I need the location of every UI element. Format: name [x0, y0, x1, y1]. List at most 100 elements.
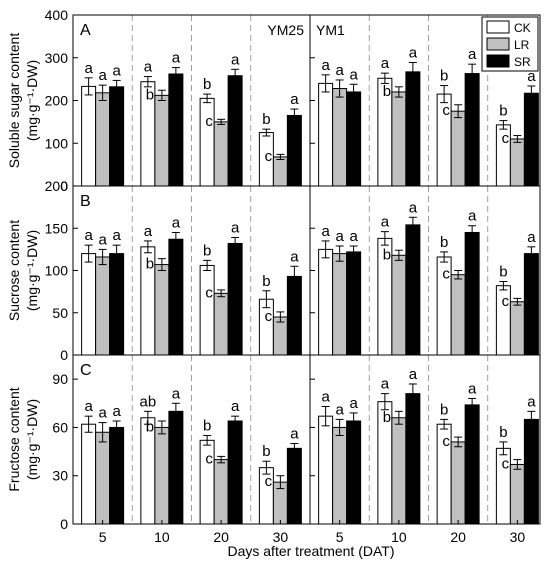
y-tick-label: 150: [45, 220, 69, 236]
bar-ck: [199, 97, 215, 187]
bar-sr: [168, 410, 184, 525]
bar-lr: [95, 431, 111, 525]
panel-frame: [72, 354, 541, 525]
bar-lr: [154, 94, 170, 187]
significance-label: b: [440, 234, 448, 251]
x-tick-label: 5: [99, 529, 107, 545]
bar-sr: [405, 71, 421, 187]
y-tick-label: 0: [60, 347, 68, 363]
significance-label: c: [442, 102, 450, 119]
significance-label: c: [205, 113, 213, 130]
y-tick-label: 0: [60, 516, 68, 532]
significance-label: a: [321, 57, 330, 74]
bar-lr: [332, 88, 348, 187]
y-tick-label: 50: [52, 305, 68, 321]
significance-label: a: [112, 403, 121, 420]
significance-label: a: [381, 214, 390, 231]
bar-sr: [168, 238, 184, 356]
significance-label: a: [144, 59, 153, 76]
variety-label: YM1: [316, 22, 345, 38]
significance-label: a: [84, 398, 93, 415]
y-axis-title: Soluble sugar content: [6, 33, 22, 169]
significance-label: b: [499, 263, 507, 280]
significance-label: a: [231, 398, 240, 415]
panel-letter: A: [80, 22, 91, 39]
bar-sr: [286, 447, 302, 525]
significance-label: b: [383, 409, 391, 426]
y-tick-label: 200: [45, 93, 69, 109]
bar-lr: [272, 316, 288, 356]
bar-lr: [391, 417, 407, 525]
panel-letter: C: [80, 362, 92, 379]
significance-label: a: [98, 405, 107, 422]
significance-label: a: [349, 228, 358, 245]
bar-sr: [109, 253, 125, 356]
x-tick-label: 20: [450, 529, 466, 545]
bar-sr: [346, 420, 362, 525]
significance-label: c: [502, 455, 510, 472]
bar-lr: [332, 253, 348, 356]
significance-label: a: [290, 426, 299, 443]
bar-lr: [154, 264, 170, 356]
significance-label: a: [409, 366, 418, 383]
bar-sr: [523, 418, 539, 525]
significance-label: c: [205, 284, 213, 301]
bar-lr: [213, 459, 229, 525]
legend-label: CK: [514, 21, 531, 35]
significance-label: c: [502, 293, 510, 310]
significance-label: a: [409, 199, 418, 216]
significance-label: b: [146, 86, 154, 103]
bar-sr: [464, 404, 480, 525]
significance-label: c: [442, 433, 450, 450]
x-tick-label: 10: [154, 529, 170, 545]
bar-lr: [213, 121, 229, 187]
y-tick-label: 90: [52, 371, 68, 387]
legend: CK LR SR: [481, 16, 539, 72]
bar-ck: [318, 248, 334, 356]
bar-sr: [523, 253, 539, 356]
significance-label: c: [265, 148, 273, 165]
significance-label: b: [203, 417, 211, 434]
bar-lr: [213, 292, 229, 356]
y-tick-label: 60: [52, 419, 68, 435]
significance-label: a: [112, 62, 121, 79]
significance-label: b: [383, 246, 391, 263]
x-tick-label: 30: [273, 529, 289, 545]
bar-ck: [318, 82, 334, 187]
bar-lr: [509, 463, 525, 525]
bar-sr: [286, 114, 302, 187]
significance-label: a: [468, 46, 477, 63]
bar-lr: [450, 110, 466, 187]
significance-label: a: [98, 231, 107, 248]
significance-label: a: [335, 228, 344, 245]
significance-label: a: [172, 50, 181, 67]
bar-lr: [95, 92, 111, 187]
bar-ck: [199, 264, 215, 356]
significance-label: a: [98, 67, 107, 84]
x-tick-label: 30: [510, 529, 526, 545]
bar-sr: [523, 92, 539, 187]
significance-label: ab: [140, 393, 157, 410]
bar-sr: [405, 393, 421, 525]
bar-sr: [464, 231, 480, 356]
bar-sr: [109, 86, 125, 187]
bar-lr: [450, 274, 466, 356]
y-tick-label: 400: [45, 7, 69, 23]
bar-sr: [227, 420, 243, 525]
bar-sr: [346, 91, 362, 187]
legend-label: LR: [514, 38, 530, 52]
x-axis-title: Days after treatment (DAT): [227, 543, 394, 559]
significance-label: b: [499, 424, 507, 441]
bar-sr: [346, 251, 362, 356]
bar-sr: [109, 426, 125, 525]
bar-ck: [81, 423, 97, 525]
significance-label: a: [144, 223, 153, 240]
y-axis-title: Sucrose content: [6, 220, 22, 321]
y-tick-label: 100: [45, 135, 69, 151]
significance-label: b: [499, 103, 507, 120]
significance-label: b: [440, 68, 448, 85]
significance-label: b: [203, 76, 211, 93]
